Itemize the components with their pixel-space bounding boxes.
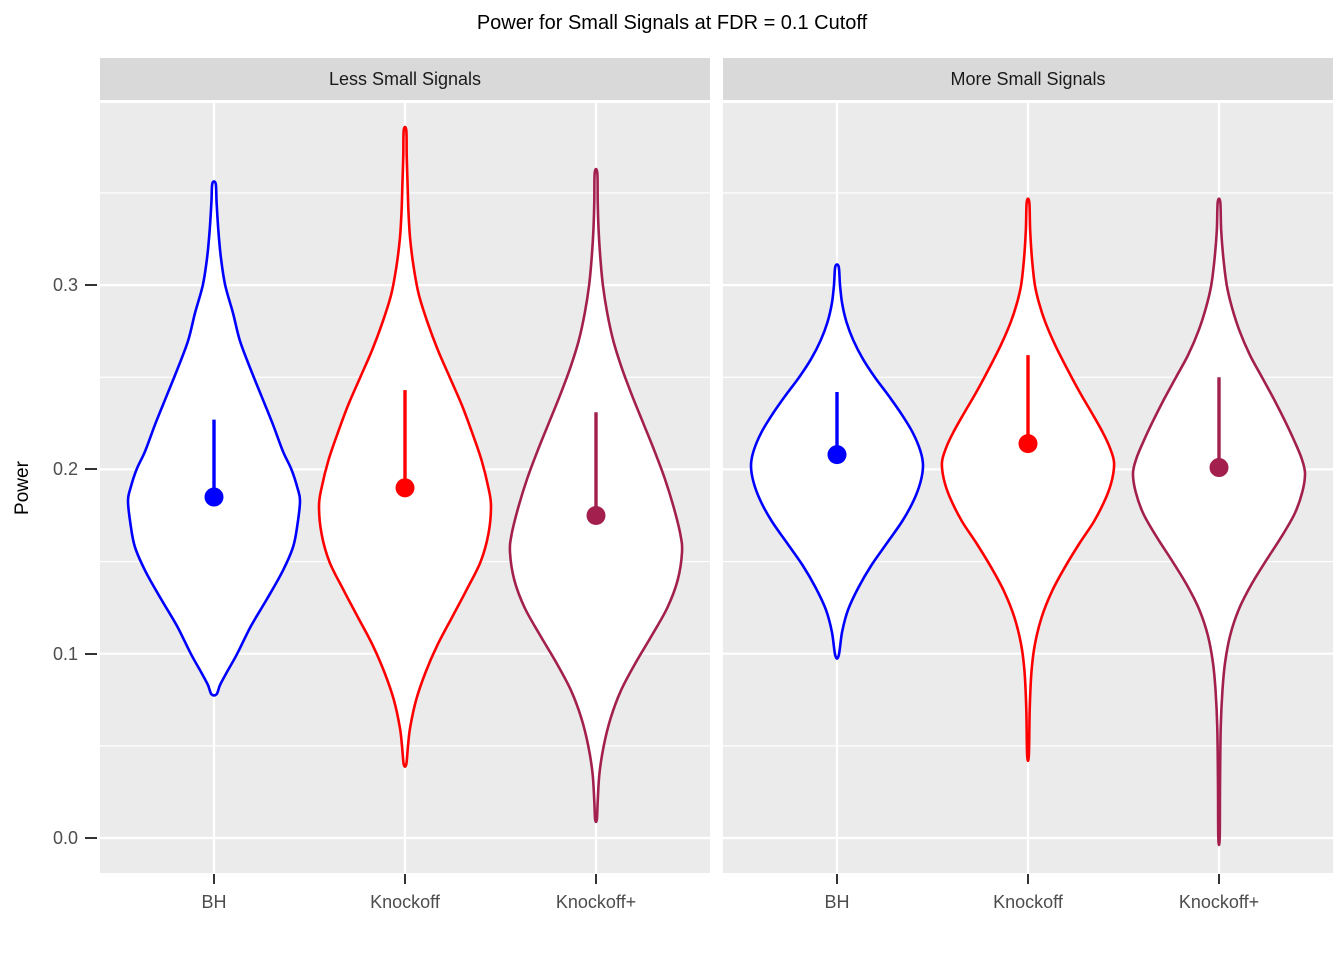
y-tick-label-0.2: 0.2 bbox=[52, 459, 78, 479]
x-tick-label-knockoff-plus: Knockoff+ bbox=[555, 892, 637, 912]
y-tick-mark bbox=[85, 468, 97, 470]
y-tick-label-0.1: 0.1 bbox=[52, 644, 78, 664]
x-tick-mark bbox=[836, 874, 838, 884]
x-tick-mark bbox=[1027, 874, 1029, 884]
y-tick-mark bbox=[85, 653, 97, 655]
x-tick-label-knockoff: Knockoff bbox=[370, 892, 440, 912]
x-tick-label-bh: BH bbox=[824, 892, 850, 912]
panel-more-small-signals bbox=[723, 103, 1333, 873]
x-tick-mark bbox=[595, 874, 597, 884]
y-axis-title: Power bbox=[12, 461, 33, 515]
y-tick-label-0.0: 0.0 bbox=[52, 828, 78, 848]
x-tick-label-knockoff-plus: Knockoff+ bbox=[1178, 892, 1260, 912]
x-tick-mark bbox=[1218, 874, 1220, 884]
facet-strip-less-small-signals: Less Small Signals bbox=[100, 58, 710, 100]
y-tick-label-0.3: 0.3 bbox=[52, 275, 78, 295]
x-tick-mark bbox=[404, 874, 406, 884]
plot-title: Power for Small Signals at FDR = 0.1 Cut… bbox=[476, 12, 868, 34]
x-tick-mark bbox=[213, 874, 215, 884]
facet-strip-more-small-signals: More Small Signals bbox=[723, 58, 1333, 100]
x-tick-label-knockoff: Knockoff bbox=[993, 892, 1063, 912]
panel-less-small-signals bbox=[100, 103, 710, 873]
x-tick-label-bh: BH bbox=[201, 892, 227, 912]
y-tick-mark bbox=[85, 837, 97, 839]
y-tick-mark bbox=[85, 284, 97, 286]
